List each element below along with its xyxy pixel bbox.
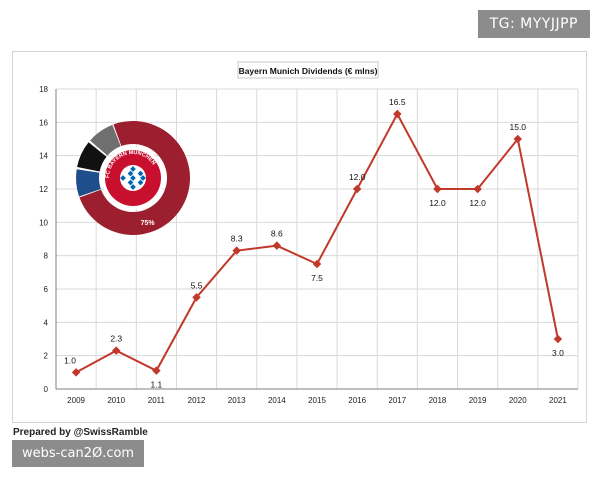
data-label: 12.0	[469, 198, 486, 208]
data-point	[272, 241, 282, 250]
axes: 0 2 4 6 8 10 12 14 16 18 2009 2010 2011 2012 2013 2014 2…	[39, 85, 578, 405]
x-tick-label: 2012	[188, 396, 206, 405]
x-tick-label: 2019	[469, 396, 487, 405]
y-tick-label: 4	[44, 318, 49, 327]
data-point	[232, 246, 241, 255]
x-tick-label: 2014	[268, 396, 286, 405]
data-label: 3.0	[552, 348, 564, 358]
y-tick-label: 14	[39, 152, 48, 161]
x-tick-label: 2011	[148, 396, 166, 405]
series-dividends: 1.0 2.3 1.1 5.5 8.3 8.6 7.5 12.0 16.5 12.0 12.0 15.…	[64, 97, 564, 390]
x-tick-label: 2010	[107, 396, 125, 405]
y-tick-label: 2	[44, 352, 49, 361]
crest-lozenge	[137, 179, 144, 186]
dividends-chart: Bayern Munich Dividends (€ mlns) 0 2 4 6 8 10…	[39, 61, 579, 405]
y-tick-label: 16	[39, 118, 48, 127]
data-point	[393, 109, 402, 119]
crest-lozenge	[127, 179, 134, 186]
data-label: 1.1	[150, 380, 162, 390]
y-tick-label: 10	[39, 218, 48, 227]
y-tick-label: 18	[39, 85, 48, 94]
x-tick-label: 2009	[67, 396, 85, 405]
data-point	[352, 184, 362, 194]
y-tick-label: 12	[39, 185, 48, 194]
x-tick-label: 2021	[549, 396, 567, 405]
crest-lozenge	[130, 184, 136, 190]
donut-share-label: 75%	[141, 220, 156, 227]
crest-lozenge	[127, 170, 134, 177]
donut-segment-fc-bayern	[79, 121, 191, 236]
data-label: 8.3	[231, 234, 243, 244]
x-tick-label: 2017	[388, 396, 406, 405]
watermark: webs-can2Ø.com	[12, 440, 145, 467]
data-label: 5.5	[191, 280, 203, 290]
x-tick-label: 2020	[509, 396, 527, 405]
x-tick-label: 2018	[429, 396, 447, 405]
crest-lozenge	[130, 175, 136, 181]
y-tick-label: 0	[44, 385, 49, 394]
data-label: 2.3	[110, 334, 122, 344]
data-point	[71, 368, 81, 377]
data-label: 15.0	[509, 122, 526, 132]
x-tick-label: 2013	[228, 396, 246, 405]
crest-lozenge	[130, 166, 136, 172]
data-label: 12.0	[429, 198, 446, 208]
data-point	[152, 366, 161, 375]
y-tick-label: 8	[44, 252, 49, 261]
x-tick-label: 2015	[308, 396, 326, 405]
crest-lozenge	[120, 175, 126, 181]
donut-segment-adidas	[90, 124, 121, 156]
data-label: 12.0	[349, 172, 366, 182]
donut-segment-audi	[77, 142, 107, 172]
y-tick-label: 6	[44, 285, 49, 294]
data-point	[111, 346, 121, 355]
chart-frame: Bayern Munich Dividends (€ mlns) 0 2 4 6 8 10…	[12, 51, 587, 423]
data-label: 1.0	[64, 355, 76, 365]
chart-title: Bayern Munich Dividends (€ mlns)	[239, 66, 378, 76]
tg-badge: TG: MYYJJPP	[477, 10, 590, 38]
ownership-donut: 75%FC BAYERN MÜNCHEN	[75, 121, 191, 236]
donut-segment-allianz	[75, 169, 101, 197]
data-label: 7.5	[311, 273, 323, 283]
data-point	[433, 184, 442, 194]
x-tick-label: 2016	[348, 396, 366, 405]
data-label: 16.5	[389, 97, 406, 107]
crest-lozenge	[140, 175, 146, 181]
chart-title-box	[237, 61, 379, 79]
data-point	[192, 293, 201, 302]
data-label: 8.6	[271, 229, 283, 239]
crest-lozenge	[137, 170, 144, 177]
credit-text: Prepared by @SwissRamble	[13, 427, 148, 438]
data-point	[312, 259, 322, 269]
data-point	[553, 334, 563, 344]
data-point	[473, 184, 482, 194]
